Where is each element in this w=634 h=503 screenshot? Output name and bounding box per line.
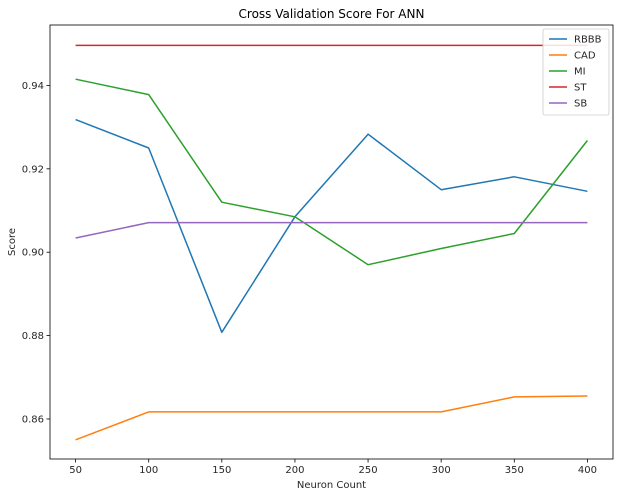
x-axis: 50 100 150 200 250 300 350 400 — [69, 459, 597, 476]
chart-title: Cross Validation Score For ANN — [239, 7, 425, 21]
y-axis: 0.86 0.88 0.90 0.92 0.94 — [22, 81, 50, 425]
legend-label-cad: CAD — [574, 51, 596, 62]
series-line-cad — [75, 395, 588, 441]
x-tick-label: 250 — [359, 465, 378, 476]
legend: RBBB CAD MI ST SB — [542, 28, 610, 116]
plot-frame — [49, 24, 614, 460]
y-tick-label: 0.86 — [22, 414, 44, 425]
x-tick-label: 350 — [505, 465, 524, 476]
x-tick-label: 200 — [285, 465, 304, 476]
y-tick-label: 0.92 — [22, 164, 44, 175]
y-tick-label: 0.88 — [22, 331, 44, 342]
legend-label-sb: SB — [574, 99, 587, 110]
series-line-mi — [75, 78, 588, 266]
plot-lines — [75, 44, 588, 441]
series-line-rbbb — [75, 118, 588, 334]
x-axis-label: Neuron Count — [297, 480, 366, 491]
series-line-sb — [75, 221, 588, 239]
x-tick-label: 300 — [432, 465, 451, 476]
x-tick-label: 150 — [212, 465, 231, 476]
legend-label-st: ST — [574, 83, 587, 94]
legend-box — [542, 28, 610, 116]
x-tick-label: 400 — [578, 465, 597, 476]
y-tick-label: 0.90 — [22, 248, 44, 259]
y-tick-label: 0.94 — [22, 81, 44, 92]
x-tick-label: 100 — [139, 465, 158, 476]
x-tick-label: 50 — [69, 465, 82, 476]
legend-label-mi: MI — [574, 67, 586, 78]
legend-label-rbbb: RBBB — [574, 35, 602, 46]
y-axis-label: Score — [7, 228, 18, 256]
